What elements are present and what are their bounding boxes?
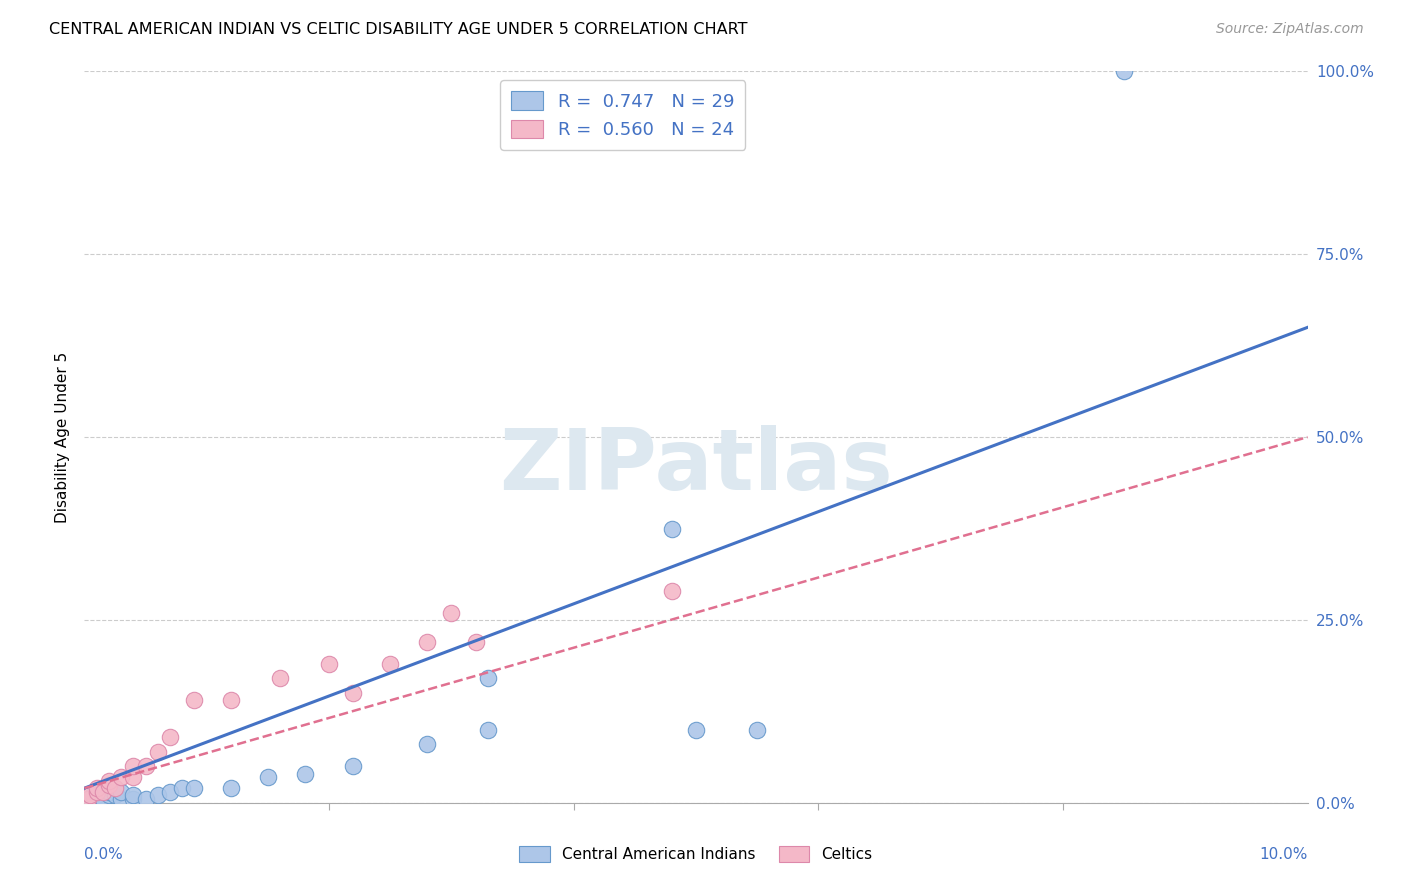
Point — [77, 792, 100, 806]
Point — [86, 785, 108, 799]
Text: ZIPatlas: ZIPatlas — [499, 425, 893, 508]
Point — [747, 723, 769, 737]
Point — [86, 792, 108, 806]
Legend: Central American Indians, Celtics: Central American Indians, Celtics — [513, 840, 879, 868]
Point — [416, 737, 439, 751]
Point — [110, 792, 132, 806]
Point — [104, 789, 127, 803]
Point — [104, 781, 127, 796]
Point — [77, 792, 100, 806]
Point — [219, 693, 242, 707]
Point — [416, 635, 439, 649]
Point — [91, 792, 114, 806]
Point — [380, 657, 402, 671]
Point — [342, 759, 364, 773]
Point — [477, 672, 499, 686]
Point — [661, 583, 683, 598]
Point — [146, 745, 169, 759]
Point — [97, 773, 120, 788]
Point — [1114, 64, 1136, 78]
Y-axis label: Disability Age Under 5: Disability Age Under 5 — [55, 351, 70, 523]
Point — [269, 672, 291, 686]
Point — [110, 770, 132, 784]
Point — [464, 635, 486, 649]
Point — [257, 770, 280, 784]
Text: Source: ZipAtlas.com: Source: ZipAtlas.com — [1216, 22, 1364, 37]
Point — [159, 730, 181, 744]
Point — [97, 789, 120, 803]
Text: CENTRAL AMERICAN INDIAN VS CELTIC DISABILITY AGE UNDER 5 CORRELATION CHART: CENTRAL AMERICAN INDIAN VS CELTIC DISABI… — [49, 22, 748, 37]
Point — [97, 778, 120, 792]
Point — [159, 785, 181, 799]
Point — [294, 766, 316, 780]
Point — [183, 693, 205, 707]
Point — [440, 606, 463, 620]
Point — [477, 723, 499, 737]
Text: 10.0%: 10.0% — [1260, 847, 1308, 862]
Point — [122, 792, 145, 806]
Point — [110, 785, 132, 799]
Text: 0.0%: 0.0% — [84, 847, 124, 862]
Point — [86, 781, 108, 796]
Point — [685, 723, 707, 737]
Point — [79, 792, 101, 806]
Point — [86, 789, 108, 803]
Point — [97, 785, 120, 799]
Point — [135, 759, 157, 773]
Point — [122, 789, 145, 803]
Point — [661, 521, 683, 535]
Point — [183, 781, 205, 796]
Point — [172, 781, 194, 796]
Point — [318, 657, 340, 671]
Point — [135, 792, 157, 806]
Point — [122, 770, 145, 784]
Point — [82, 789, 104, 803]
Point — [219, 781, 242, 796]
Point — [342, 686, 364, 700]
Point — [91, 785, 114, 799]
Point — [79, 789, 101, 803]
Point — [122, 759, 145, 773]
Point — [146, 789, 169, 803]
